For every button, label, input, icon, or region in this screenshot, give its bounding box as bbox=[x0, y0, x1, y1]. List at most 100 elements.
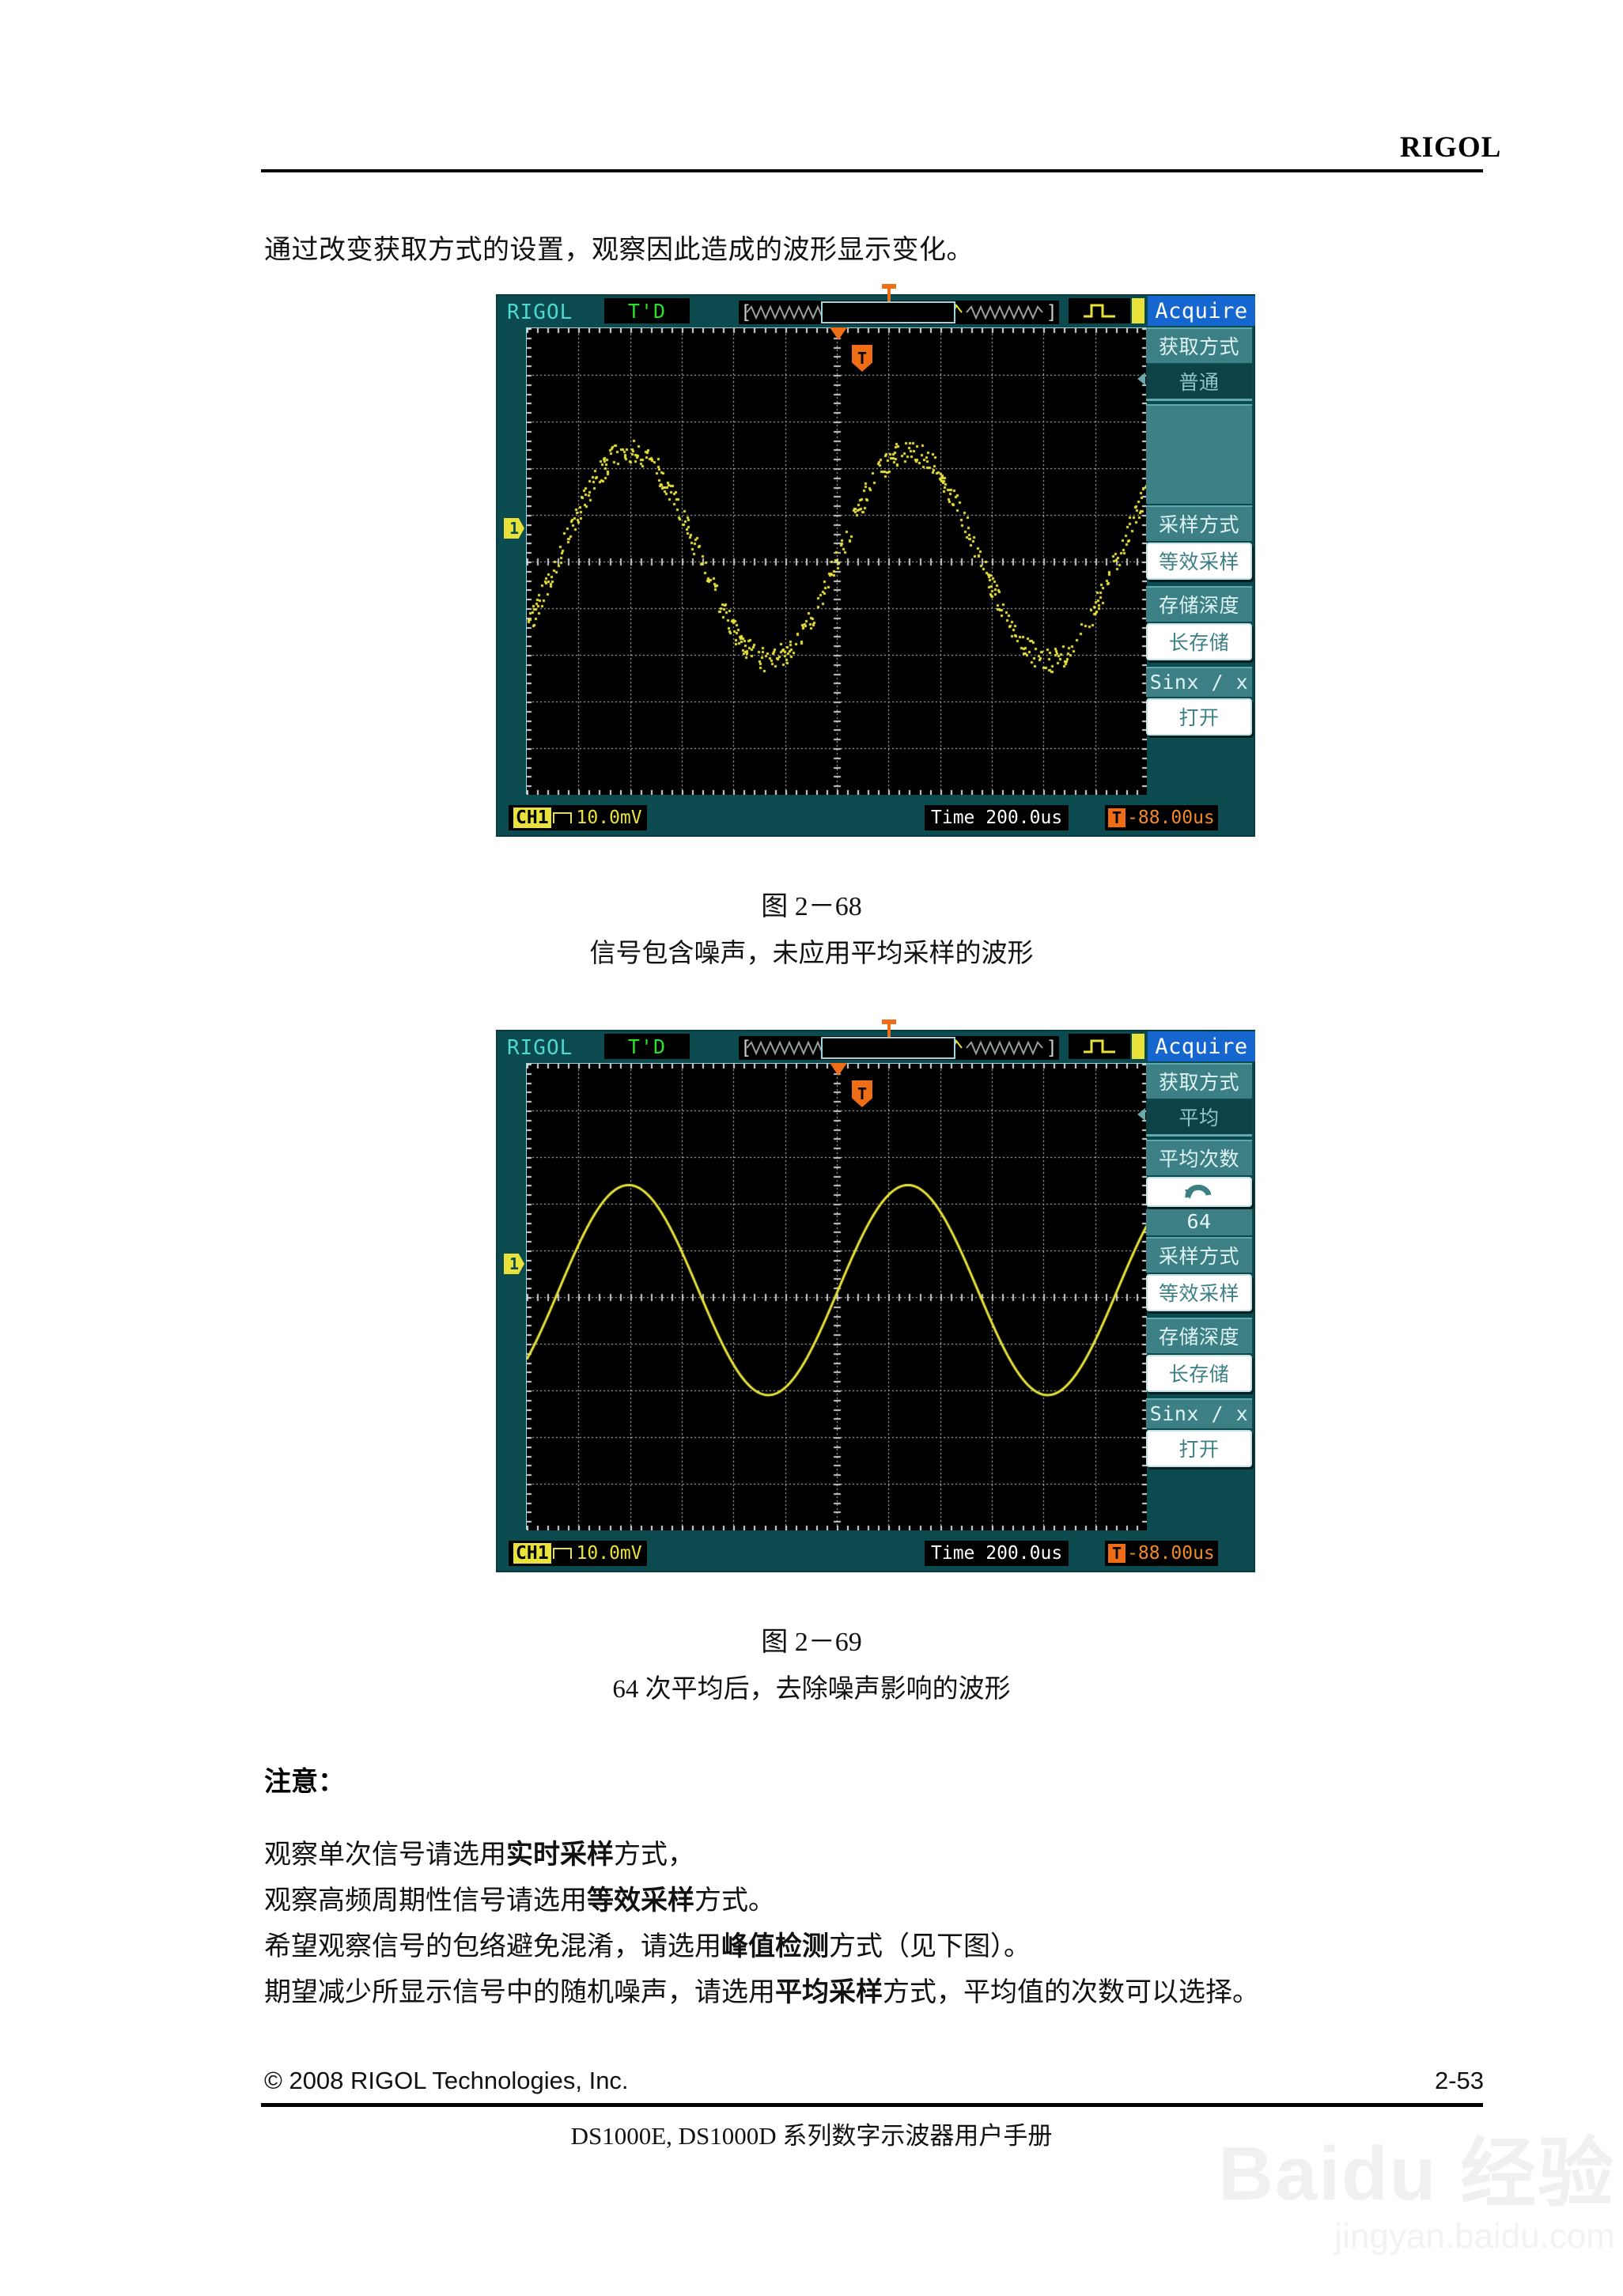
note-text: 方式，平均值的次数可以选择。 bbox=[883, 1978, 1259, 2007]
average-count-value[interactable]: 64 bbox=[1146, 1209, 1252, 1235]
sinx-x-label: Sinx / x bbox=[1149, 1402, 1249, 1425]
acquire-menu-title[interactable]: Acquire bbox=[1148, 1031, 1255, 1061]
trigger-status-text: T'D bbox=[627, 299, 667, 323]
volts-per-div-value: 10.0mV bbox=[576, 1543, 642, 1564]
coupling-icon bbox=[552, 812, 572, 823]
trigger-level-bar-icon bbox=[1132, 1034, 1144, 1059]
volts-per-div-value: 10.0mV bbox=[576, 808, 642, 828]
footer-copyright: © 2008 RIGOL Technologies, Inc. bbox=[264, 2067, 629, 2094]
trigger-offset-value: -88.00us bbox=[1127, 1543, 1215, 1564]
note-text: 方式。 bbox=[694, 1886, 775, 1916]
memory-depth-label: 存储深度 bbox=[1158, 594, 1239, 617]
timebase-box: Time 200.0us bbox=[925, 1541, 1069, 1566]
sinx-x-value-label: 打开 bbox=[1178, 706, 1220, 729]
acquisition-mode-value-label: 平均 bbox=[1178, 1106, 1220, 1129]
channel-status-box: CH1 10.0mV bbox=[509, 805, 647, 830]
note-line-3: 期望减少所显示信号中的随机噪声，请选用平均采样方式，平均值的次数可以选择。 bbox=[264, 1970, 1259, 2009]
memory-thumbnail: [ ] bbox=[739, 284, 1059, 324]
menu-left-arrow-icon bbox=[1137, 1108, 1145, 1121]
average-count-knob[interactable] bbox=[1146, 1177, 1252, 1207]
memory-depth-value-label: 长存储 bbox=[1168, 631, 1230, 654]
note-line-2: 希望观察信号的包络避免混淆，请选用峰值检测方式（见下图）。 bbox=[264, 1924, 1031, 1963]
square-wave-icon bbox=[1069, 1034, 1130, 1059]
memory-depth-label: 存储深度 bbox=[1158, 1326, 1239, 1348]
trigger-status-text: T'D bbox=[627, 1035, 667, 1058]
note-text: 希望观察信号的包络避免混淆，请选用 bbox=[264, 1932, 721, 1961]
acquire-menu-title[interactable]: Acquire bbox=[1148, 296, 1255, 326]
figure-caption-2-text: 64 次平均后，去除噪声影响的波形 bbox=[612, 1675, 1011, 1704]
average-count-label: 平均次数 bbox=[1158, 1148, 1239, 1171]
memory-trigger-marker bbox=[882, 284, 896, 301]
sampling-mode-value[interactable]: 等效采样 bbox=[1146, 1274, 1252, 1311]
sinx-x-label: Sinx / x bbox=[1149, 671, 1249, 694]
acquisition-mode[interactable]: 获取方式 bbox=[1146, 1063, 1252, 1099]
memory-window-box bbox=[821, 301, 955, 323]
watermark-url: jingyan.baidu.com bbox=[1334, 2217, 1615, 2256]
acquisition-mode-label: 获取方式 bbox=[1158, 1071, 1239, 1094]
waveform-display-area bbox=[526, 327, 1147, 795]
scope-status-bar: CH1 10.0mV Time 200.0us T -88.00us bbox=[497, 805, 1254, 832]
footer-subtitle: DS1000E, DS1000D 系列数字示波器用户手册 bbox=[570, 2122, 1053, 2150]
coupling-icon bbox=[552, 1548, 572, 1559]
figure-caption-1-number: 图 2－68 bbox=[761, 892, 862, 921]
trigger-offset-badge: T bbox=[1108, 1544, 1126, 1563]
sampling-mode-value-label: 等效采样 bbox=[1158, 550, 1239, 573]
acquisition-mode[interactable]: 获取方式 bbox=[1146, 327, 1252, 363]
scope-topbar: RIGOL T'D [ ] Acquire bbox=[497, 1019, 1255, 1061]
footer-divider bbox=[261, 2103, 1483, 2107]
note-text: 观察单次信号请选用 bbox=[264, 1840, 506, 1870]
sinx-x-value[interactable]: 打开 bbox=[1146, 1430, 1252, 1467]
waveform-canvas-noisy bbox=[527, 328, 1147, 795]
footer-page-number: 2-53 bbox=[1434, 2067, 1484, 2094]
trigger-offset-box: T -88.00us bbox=[1105, 1541, 1218, 1566]
channel-label: CH1 bbox=[513, 1543, 551, 1564]
acquisition-mode-value[interactable]: 普通 bbox=[1137, 365, 1252, 401]
sinx-x-value-label: 打开 bbox=[1178, 1438, 1220, 1461]
sampling-mode-value[interactable]: 等效采样 bbox=[1146, 543, 1252, 580]
memory-bracket-left: [ bbox=[740, 1037, 752, 1059]
channel-status-box: CH1 10.0mV bbox=[509, 1541, 647, 1566]
rigol-logo: RIGOL bbox=[1400, 131, 1502, 164]
note-text: 方式， bbox=[614, 1840, 694, 1870]
memory-depth[interactable]: 存储深度 bbox=[1146, 1318, 1252, 1353]
waveform-display-area bbox=[526, 1063, 1147, 1530]
trigger-position-arrow-icon bbox=[830, 327, 847, 340]
trigger-status-box: T'D bbox=[604, 298, 690, 323]
sampling-mode-label: 采样方式 bbox=[1158, 1245, 1239, 1268]
scope-brand-label: RIGOL bbox=[507, 301, 573, 324]
header-divider bbox=[261, 169, 1483, 172]
channel-label: CH1 bbox=[513, 808, 551, 828]
square-wave-icon bbox=[1069, 298, 1130, 323]
rotary-knob-icon bbox=[1185, 1184, 1212, 1199]
average-count[interactable]: 平均次数 bbox=[1146, 1140, 1252, 1175]
sampling-mode[interactable]: 采样方式 bbox=[1146, 1237, 1252, 1273]
sinx-x[interactable]: Sinx / x bbox=[1146, 667, 1252, 697]
memory-depth-value-label: 长存储 bbox=[1168, 1363, 1230, 1386]
memory-bracket-right: ] bbox=[1046, 301, 1057, 323]
note-text: 观察高频周期性信号请选用 bbox=[264, 1886, 587, 1916]
scope-status-bar: CH1 10.0mV Time 200.0us T -88.00us bbox=[497, 1541, 1254, 1568]
timebase-box: Time 200.0us bbox=[925, 805, 1069, 830]
note-text: 期望减少所显示信号中的随机噪声，请选用 bbox=[264, 1978, 775, 2007]
sinx-x[interactable]: Sinx / x bbox=[1146, 1398, 1252, 1428]
memory-depth-value[interactable]: 长存储 bbox=[1146, 623, 1252, 660]
sampling-mode[interactable]: 采样方式 bbox=[1146, 505, 1252, 541]
memory-thumbnail: [ ] bbox=[739, 1019, 1059, 1060]
sampling-mode-label: 采样方式 bbox=[1158, 513, 1239, 536]
figure-caption-2-number: 图 2－69 bbox=[761, 1628, 862, 1657]
trigger-offset-value: -88.00us bbox=[1127, 808, 1215, 828]
channel-1-marker[interactable]: 1 bbox=[504, 518, 524, 539]
sampling-mode-value-label: 等效采样 bbox=[1158, 1282, 1239, 1305]
note-line-0: 观察单次信号请选用实时采样方式， bbox=[264, 1833, 694, 1871]
memory-trigger-marker bbox=[882, 1019, 896, 1037]
waveform-canvas-clean bbox=[527, 1064, 1147, 1530]
memory-depth[interactable]: 存储深度 bbox=[1146, 586, 1252, 622]
note-emphasis: 平均采样 bbox=[775, 1978, 883, 2007]
sinx-x-value[interactable]: 打开 bbox=[1146, 698, 1252, 736]
memory-depth-value[interactable]: 长存储 bbox=[1146, 1355, 1252, 1392]
oscilloscope-screenshot-2: RIGOL T'D [ ] Acquire bbox=[496, 1019, 1255, 1572]
acquisition-mode-value[interactable]: 平均 bbox=[1137, 1100, 1252, 1137]
channel-1-marker[interactable]: 1 bbox=[504, 1254, 524, 1274]
note-emphasis: 实时采样 bbox=[506, 1840, 614, 1870]
